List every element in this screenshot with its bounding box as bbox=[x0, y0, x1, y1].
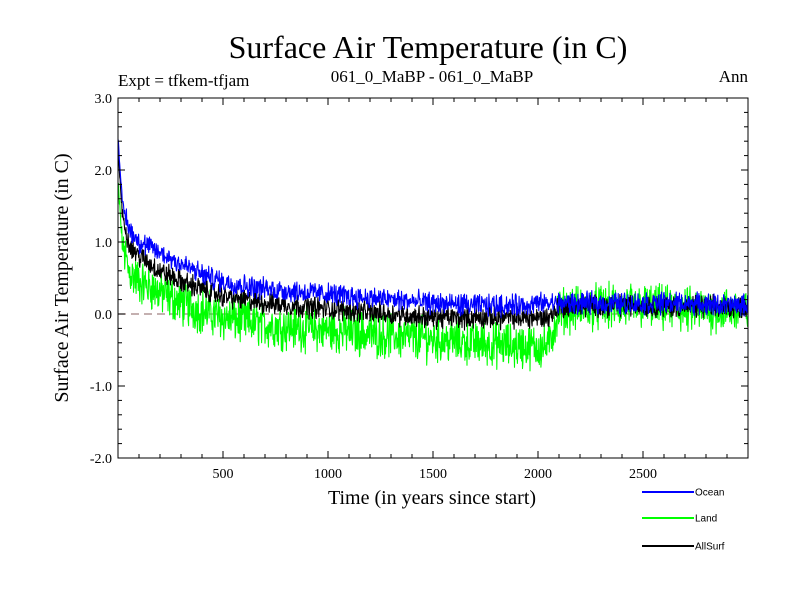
x-axis-label: Time (in years since start) bbox=[328, 487, 536, 509]
plot-area: 500 1000 1500 2000 2500 -2.0 -1.0 0.0 1.0 2.0 3.0 bbox=[90, 92, 749, 482]
y-tick-label: 0.0 bbox=[95, 308, 113, 323]
chart-subtitle-left: Expt = tfkem-tfjam bbox=[118, 71, 249, 90]
x-tick-label: 2500 bbox=[629, 467, 657, 482]
y-tick-label: 1.0 bbox=[95, 236, 113, 251]
legend-label-allsurf: AllSurf bbox=[695, 542, 725, 553]
series-line-ocean bbox=[117, 139, 749, 319]
legend: Ocean Land AllSurf bbox=[642, 488, 725, 553]
y-tick-label: 3.0 bbox=[95, 92, 113, 107]
x-tick-label: 2000 bbox=[524, 467, 552, 482]
legend-label-land: Land bbox=[695, 514, 717, 525]
series-line-land bbox=[117, 182, 749, 372]
chart-title: Surface Air Temperature (in C) bbox=[229, 29, 628, 65]
chart-subtitle-center: 061_0_MaBP - 061_0_MaBP bbox=[331, 67, 533, 86]
chart-subtitle-right: Ann bbox=[719, 67, 749, 86]
legend-label-ocean: Ocean bbox=[695, 488, 724, 499]
x-tick-label: 1000 bbox=[314, 467, 342, 482]
x-tick-label: 500 bbox=[213, 467, 234, 482]
y-tick-label: -2.0 bbox=[90, 452, 112, 467]
y-tick-label: 2.0 bbox=[95, 164, 113, 179]
y-axis-label: Surface Air Temperature (in C) bbox=[51, 153, 73, 402]
y-tick-label: -1.0 bbox=[90, 380, 112, 395]
x-tick-label: 1500 bbox=[419, 467, 447, 482]
